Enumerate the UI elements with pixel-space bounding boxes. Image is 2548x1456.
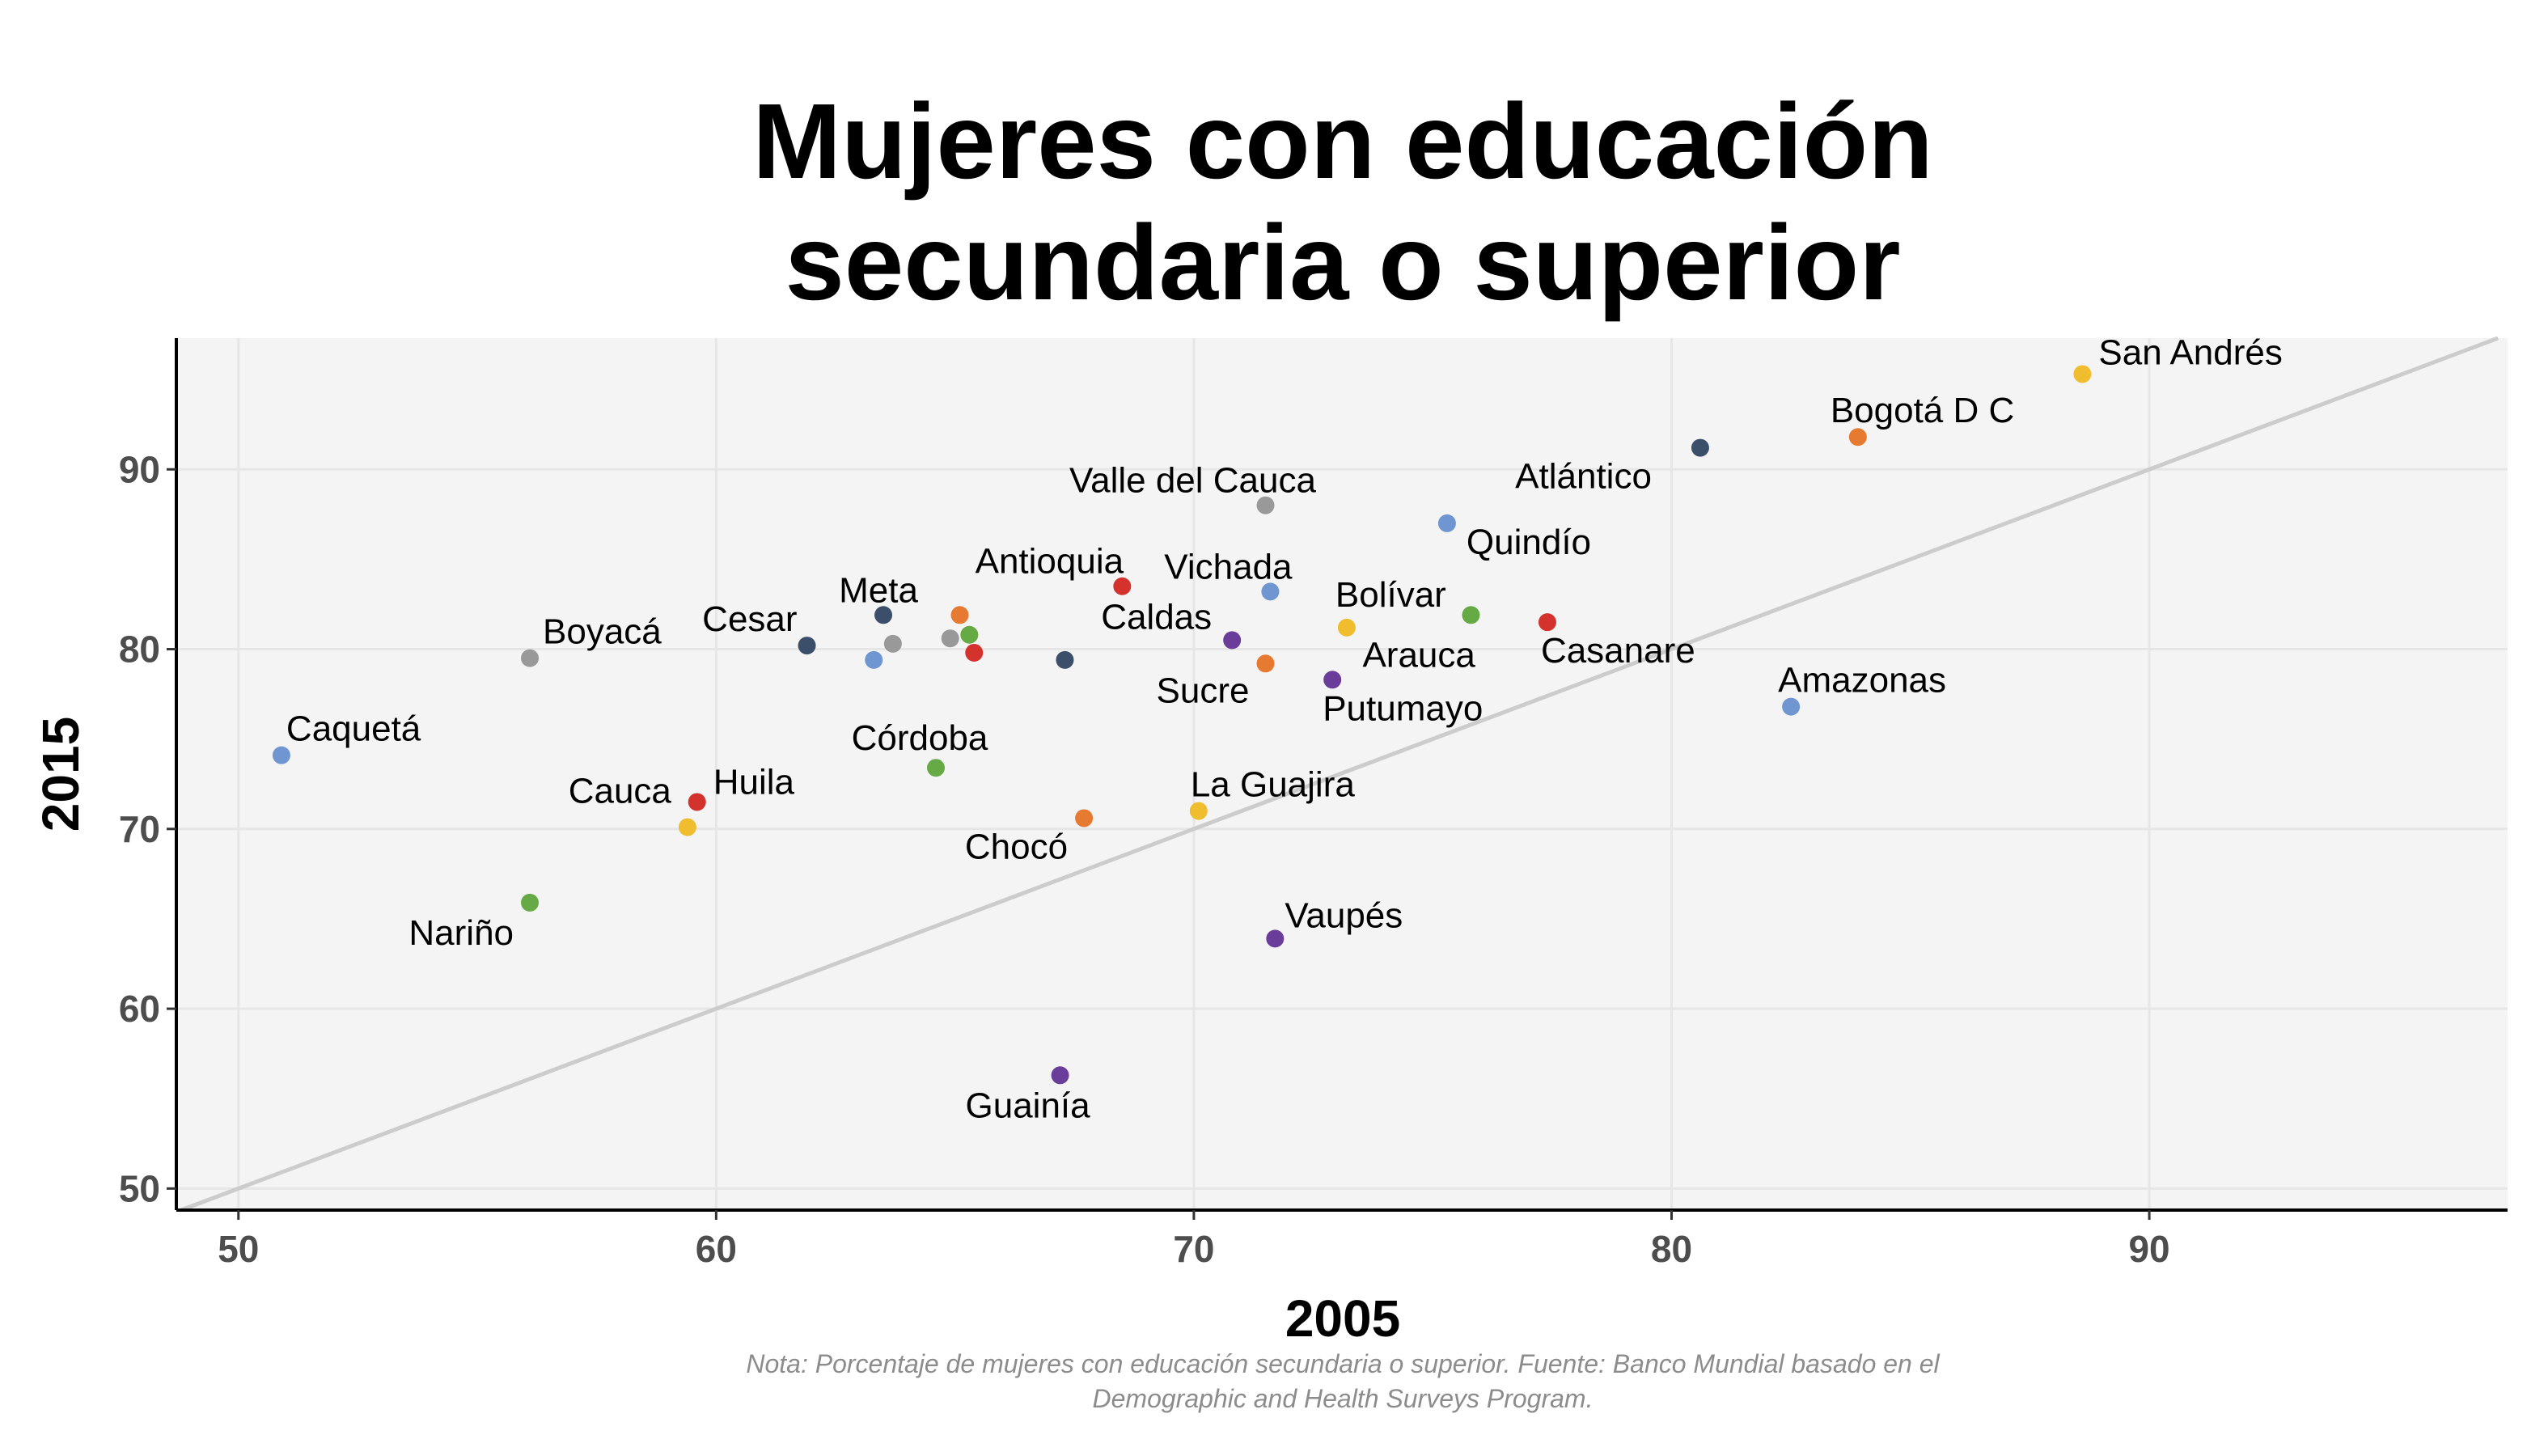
- point-antioquia: [1113, 577, 1132, 595]
- point-quindio: [1437, 514, 1456, 532]
- point-cesar: [798, 637, 816, 655]
- source-note-line-2: Demographic and Health Surveys Program.: [1093, 1384, 1594, 1413]
- point-narino: [521, 893, 540, 912]
- x-tick-label-90: 90: [2128, 1228, 2169, 1270]
- label-caldas: Caldas: [1101, 597, 1212, 637]
- label-cordoba: Córdoba: [852, 718, 988, 758]
- point-unlabeled-10: [941, 629, 959, 648]
- y-tick-label-90: 90: [119, 448, 160, 490]
- x-tick-label-80: 80: [1651, 1228, 1692, 1270]
- label-cesar: Cesar: [702, 599, 797, 639]
- point-amazonas: [1782, 697, 1801, 716]
- point-bogota-d-c: [1848, 428, 1867, 447]
- label-guainia: Guainía: [966, 1086, 1091, 1125]
- point-la-guajira: [1189, 802, 1208, 820]
- point-putumayo: [1323, 671, 1342, 689]
- label-bolivar: Bolívar: [1335, 575, 1446, 615]
- label-atlantico: Atlántico: [1515, 457, 1652, 497]
- point-unlabeled-15: [1056, 650, 1074, 669]
- label-bogota-d-c: Bogotá D C: [1831, 391, 2014, 430]
- axis-ticks: 50 60 70 80 90 50 60 70 80 90: [119, 448, 2170, 1270]
- point-atlantico: [1691, 438, 1709, 457]
- label-vichada: Vichada: [1164, 547, 1293, 586]
- y-axis-title: 2015: [32, 717, 90, 832]
- point-caldas: [1223, 631, 1242, 650]
- label-casanare: Casanare: [1541, 631, 1695, 671]
- x-tick-label-60: 60: [696, 1228, 737, 1270]
- reference-line: [180, 336, 2499, 1213]
- source-note-line-1: Nota: Porcentaje de mujeres con educació…: [746, 1349, 1940, 1378]
- label-antioquia: Antioquia: [976, 542, 1124, 582]
- point-cauca: [678, 818, 696, 836]
- label-amazonas: Amazonas: [1778, 661, 1946, 700]
- grid-lines: [176, 338, 2508, 1210]
- point-boyaca: [521, 649, 540, 667]
- y-tick-label-60: 60: [119, 988, 160, 1030]
- point-unlabeled-12: [960, 625, 979, 644]
- chart-title-line-1: Mujeres con educación: [752, 82, 1933, 201]
- point-sucre: [1256, 654, 1275, 673]
- point-valle-del-cauca: [1256, 496, 1275, 514]
- point-unlabeled-11: [950, 606, 969, 624]
- chart-title-line-2: secundaria o superior: [785, 203, 1900, 322]
- point-unlabeled-8: [883, 634, 902, 653]
- point-caqueta: [272, 746, 290, 764]
- data-points: [272, 365, 2092, 1085]
- point-san-andres: [2073, 365, 2092, 383]
- point-unlabeled-6: [865, 650, 883, 669]
- point-bolivar: [1337, 618, 1356, 637]
- label-quindio: Quindío: [1467, 523, 1591, 562]
- label-boyaca: Boyacá: [543, 612, 662, 652]
- label-choco: Chocó: [965, 827, 1068, 866]
- label-san-andres: San Andrés: [2098, 332, 2283, 372]
- point-arauca: [1462, 606, 1480, 624]
- point-vaupes: [1266, 929, 1285, 948]
- point-labels: Caquetá Boyacá Nariño Cauca Huila Cesar Meta Có…: [286, 332, 2283, 1125]
- point-casanare: [1538, 613, 1556, 632]
- label-la-guajira: La Guajira: [1191, 765, 1356, 805]
- point-guainia: [1051, 1066, 1069, 1085]
- y-tick-label-50: 50: [119, 1167, 160, 1209]
- x-tick-label-70: 70: [1173, 1228, 1214, 1270]
- point-unlabeled-13: [965, 643, 984, 662]
- label-huila: Huila: [713, 762, 795, 802]
- label-sucre: Sucre: [1157, 671, 1250, 710]
- point-cordoba: [927, 759, 946, 777]
- label-putumayo: Putumayo: [1323, 688, 1483, 728]
- point-huila: [688, 793, 706, 811]
- x-tick-label-50: 50: [218, 1228, 259, 1270]
- y-tick-label-70: 70: [119, 808, 160, 850]
- y-tick-label-80: 80: [119, 629, 160, 671]
- point-vichada: [1261, 582, 1280, 601]
- label-meta: Meta: [839, 570, 918, 610]
- label-arauca: Arauca: [1362, 635, 1475, 675]
- label-caqueta: Caquetá: [286, 709, 421, 749]
- point-choco: [1075, 809, 1094, 827]
- label-cauca: Cauca: [569, 772, 672, 811]
- label-vaupes: Vaupés: [1285, 895, 1403, 935]
- label-narino: Nariño: [408, 913, 514, 953]
- x-axis-title: 2005: [1285, 1289, 1400, 1348]
- point-meta: [874, 606, 893, 624]
- label-valle-del-cauca: Valle del Cauca: [1069, 461, 1316, 501]
